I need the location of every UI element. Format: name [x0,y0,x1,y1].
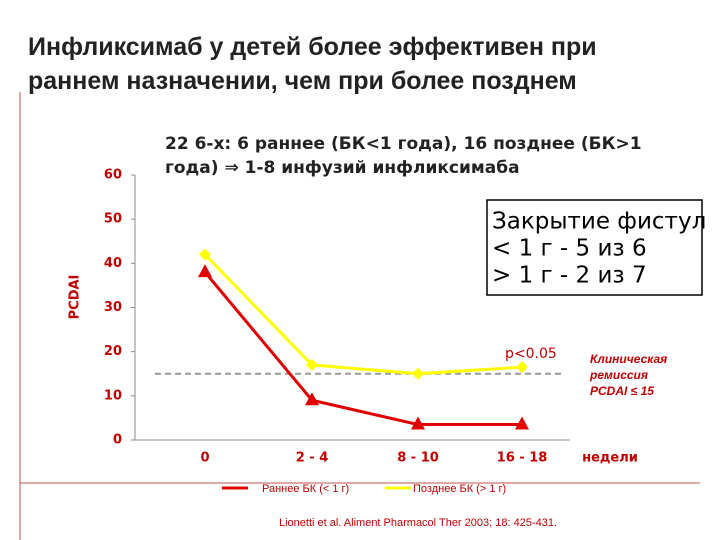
title: Инфликсимаб у детей более эффективен при… [28,33,597,95]
x-tick-label: 16 - 18 [497,451,548,466]
point-marker [199,248,211,261]
source: Lionetti et al. Aliment Pharmacol Ther 2… [279,517,557,529]
y-tick-label: 60 [104,168,122,183]
point-marker [412,367,424,380]
threshold-note: PCDAI ≤ 15 [590,384,654,398]
subtitle: года) ⇒ 1-8 инфузий инфликсимаба [165,158,520,178]
point-marker [515,416,529,430]
legend-label: Раннее БК (< 1 г) [262,483,349,495]
box-text: > 1 г - 2 из 7 [492,263,647,289]
x-tick-label: 0 [200,451,209,466]
box-text: Закрытие фистул [492,209,706,235]
x-tick-label: 8 - 10 [397,451,439,466]
series-line [203,253,523,376]
y-tick-label: 30 [104,300,122,315]
note-box [486,199,703,296]
y-tick-label: 40 [104,256,122,271]
y-tick-label: 20 [104,344,122,359]
point-marker [516,361,528,374]
y-axis-label: PCDAI [68,275,83,320]
point-marker [305,392,319,406]
annotation: p<0.05 [505,346,557,362]
point-marker [411,416,425,430]
y-tick-label: 50 [104,212,122,227]
y-tick-label: 0 [113,433,122,448]
x-tick-label: 2 - 4 [296,451,329,466]
point-marker [198,264,212,278]
subtitle: 22 6-х: 6 раннее (БК<1 года), 16 позднее… [165,134,642,154]
y-tick-label: 10 [104,388,122,403]
box-text: < 1 г - 5 из 6 [492,236,647,262]
threshold-note: ремиссия [589,368,648,382]
legend-label: Позднее БК (> 1 г) [413,483,506,495]
x-axis-label: недели [582,451,638,466]
point-marker [306,358,318,371]
series-line [203,271,522,427]
threshold-note: Клиническая [590,352,667,366]
